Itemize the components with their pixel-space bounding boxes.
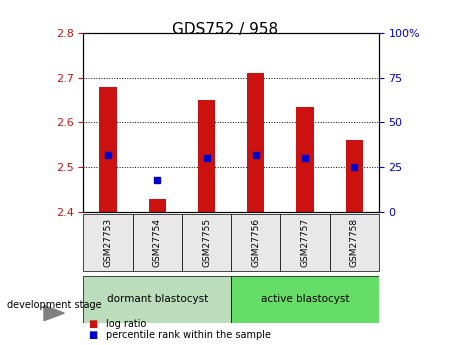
Bar [296, 107, 313, 212]
FancyBboxPatch shape [83, 276, 231, 323]
Text: active blastocyst: active blastocyst [261, 294, 349, 304]
FancyBboxPatch shape [182, 214, 231, 271]
Polygon shape [44, 306, 64, 321]
Bar [99, 87, 117, 212]
FancyBboxPatch shape [330, 214, 379, 271]
Text: GSM27758: GSM27758 [350, 218, 359, 267]
FancyBboxPatch shape [231, 276, 379, 323]
Text: GSM27754: GSM27754 [153, 218, 162, 267]
Bar [345, 140, 363, 212]
FancyBboxPatch shape [133, 214, 182, 271]
Bar [247, 73, 264, 212]
Bar [149, 199, 166, 212]
FancyBboxPatch shape [231, 214, 281, 271]
Text: GSM27756: GSM27756 [251, 218, 260, 267]
FancyBboxPatch shape [83, 214, 133, 271]
Text: GSM27757: GSM27757 [300, 218, 309, 267]
Text: development stage: development stage [7, 300, 101, 310]
Text: GSM27753: GSM27753 [104, 218, 113, 267]
Text: ■: ■ [88, 319, 97, 329]
Text: dormant blastocyst: dormant blastocyst [106, 294, 208, 304]
FancyBboxPatch shape [281, 214, 330, 271]
Text: percentile rank within the sample: percentile rank within the sample [106, 330, 271, 340]
Text: GSM27755: GSM27755 [202, 218, 211, 267]
Text: ■: ■ [88, 330, 97, 340]
Text: GDS752 / 958: GDS752 / 958 [172, 22, 279, 37]
Bar [198, 100, 215, 212]
Text: log ratio: log ratio [106, 319, 147, 329]
